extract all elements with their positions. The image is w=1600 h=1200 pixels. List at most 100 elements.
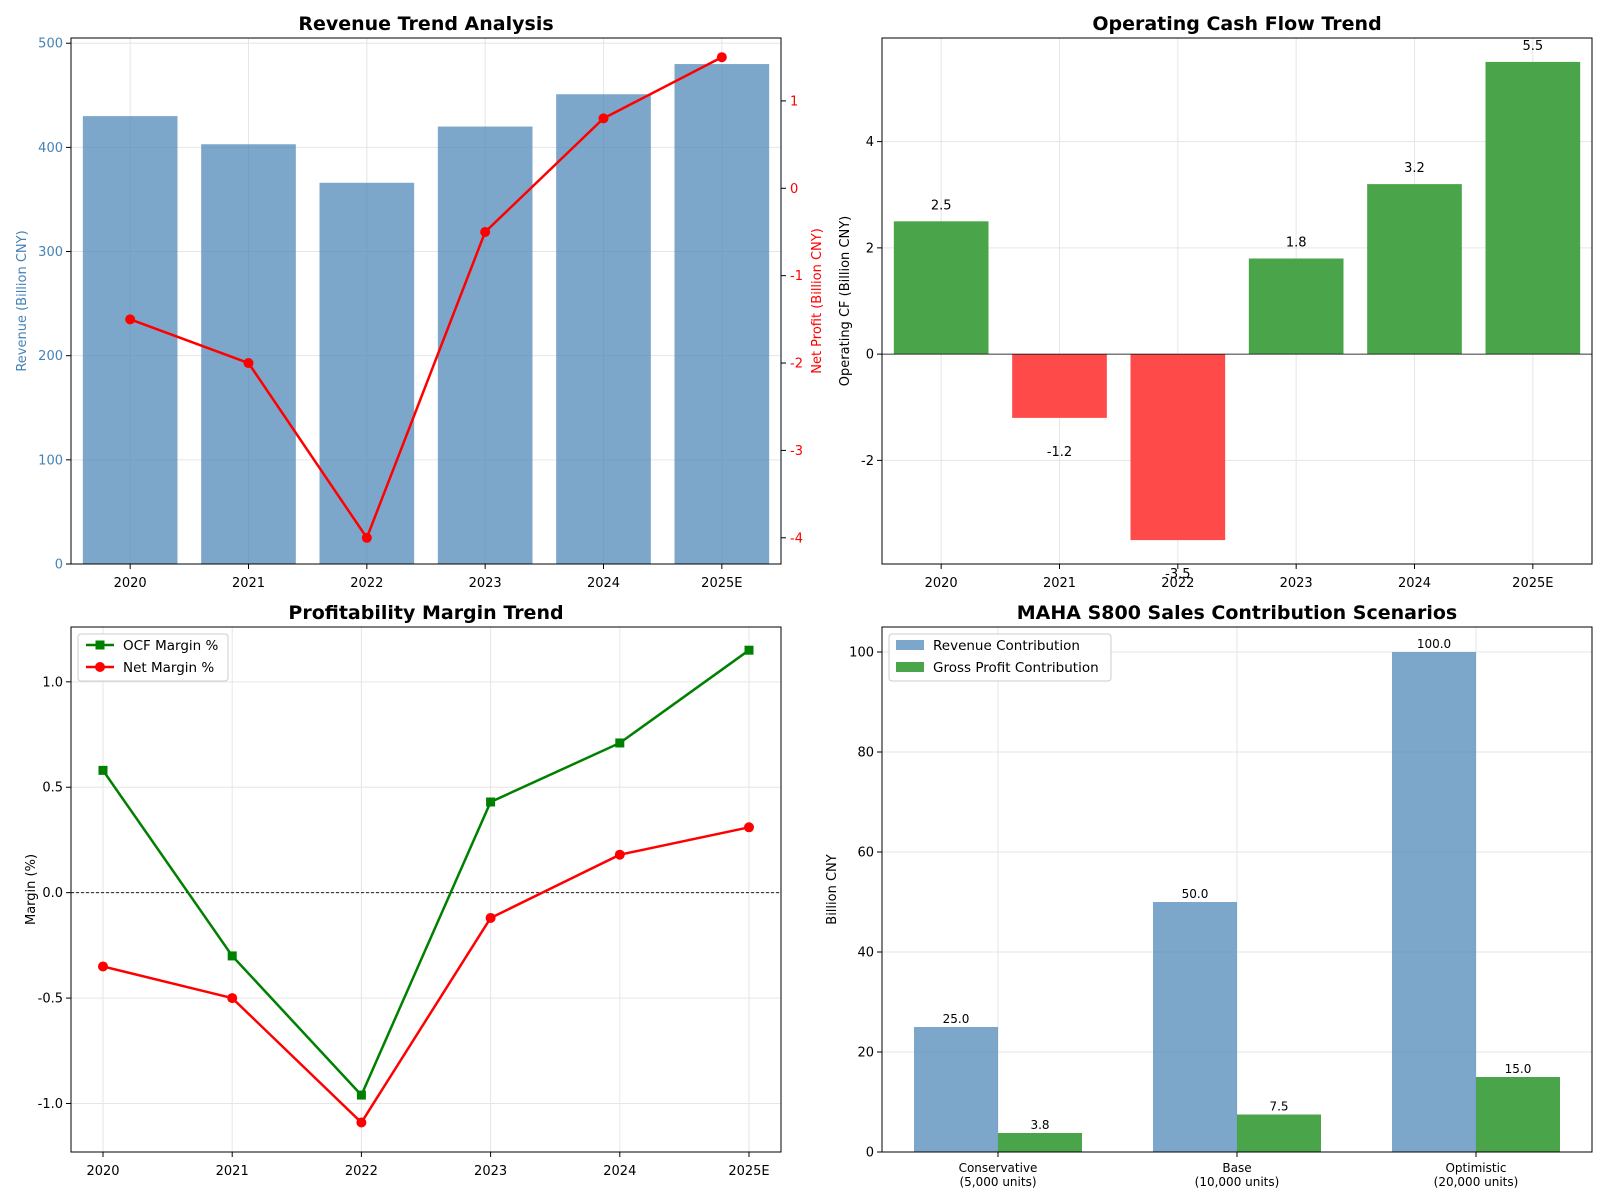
scenario-data-label: 15.0	[1505, 1062, 1532, 1076]
legend: OCF Margin % Net Margin %	[77, 633, 229, 682]
y-tick-label: 0.0	[42, 886, 63, 901]
margin-point	[486, 797, 496, 807]
y-tick-label: -0.5	[38, 992, 63, 1007]
net-profit-point	[598, 113, 609, 124]
revenue-trend-chart: 0 100 200 300 400 500 -4 -3 -2 -1 0 1 2020 2021 2022 20…	[15, 13, 825, 591]
y-tick-label: 40	[857, 946, 874, 961]
ocf-bar	[1248, 258, 1344, 355]
margin-series-line	[101, 649, 750, 1098]
x-tick-label: 2021	[232, 576, 265, 591]
y2-tick-label: -2	[790, 357, 803, 372]
chart-title: Operating Cash Flow Trend	[1092, 13, 1381, 35]
y2-tick-label: -3	[790, 444, 803, 459]
x-tick-label: 2025E	[728, 1164, 769, 1179]
margin-series-line	[102, 826, 750, 1125]
x-tick-label: (10,000 units)	[1195, 1175, 1280, 1189]
x-tick-label: 2023	[1280, 576, 1313, 591]
scenario-data-label: 3.8	[1030, 1118, 1049, 1132]
y-tick-label: 2	[866, 241, 874, 256]
y-axis-label: Margin (%)	[24, 854, 39, 925]
margin-point	[485, 912, 496, 923]
scenario-data-label: 50.0	[1182, 887, 1209, 901]
margin-point	[227, 951, 237, 961]
scenario-bar	[1153, 902, 1237, 1152]
margin-point	[615, 738, 625, 748]
y2-tick-label: 0	[790, 182, 798, 197]
x-tick-label: Optimistic	[1445, 1161, 1506, 1175]
x-tick-label: 2024	[587, 576, 620, 591]
x-tick-label: 2022	[1161, 576, 1194, 591]
y-axis-label: Billion CNY	[825, 854, 840, 924]
margin-point	[356, 1090, 366, 1100]
revenue-bar	[556, 94, 651, 564]
x-tick-label: Conservative	[959, 1161, 1038, 1175]
y-tick-label: 1.0	[42, 675, 63, 690]
scenario-bar	[1237, 1114, 1321, 1152]
axes-frame	[881, 37, 1593, 565]
revenue-bar	[674, 64, 770, 564]
net-profit-point	[716, 52, 727, 63]
y-tick-label: 0	[55, 558, 63, 573]
legend-marker	[95, 640, 105, 650]
scenario-bar	[1476, 1077, 1560, 1152]
y-tick-label: 60	[857, 846, 874, 861]
x-tick-label: 2020	[86, 1164, 119, 1179]
legend-box	[77, 633, 229, 682]
scenario-data-label: 100.0	[1417, 637, 1451, 651]
chart-title: MAHA S800 Sales Contribution Scenarios	[1017, 602, 1457, 624]
y-tick-label: -1.0	[38, 1097, 63, 1112]
ocf-bar	[1367, 184, 1462, 355]
net-profit-point	[125, 314, 136, 325]
y2-axis-label: Net Profit (Billion CNY)	[810, 228, 825, 374]
legend-label: Revenue Contribution	[933, 638, 1080, 654]
scenario-bar	[998, 1133, 1082, 1152]
y-tick-label: 400	[38, 141, 63, 156]
sales-contribution-chart: 25.0 50.0 100.0 3.8 7.5 15.0 0 20 40 60 80 100 Conse…	[825, 602, 1593, 1189]
revenue-bar	[319, 182, 415, 564]
operating-cash-flow-chart: 2.5 -1.2 -3.5 1.8 3.2 5.5 -2 0 2 4 2020 2021 2022 202…	[838, 13, 1593, 591]
x-tick-label: 2023	[469, 576, 502, 591]
x-tick-label: 2024	[603, 1164, 636, 1179]
y-axis-label: Revenue (Billion CNY)	[15, 230, 30, 371]
x-tick-label: 2023	[474, 1164, 507, 1179]
revenue-bar	[437, 126, 533, 564]
x-tick-label: (5,000 units)	[959, 1175, 1036, 1189]
y-tick-label: 100	[849, 646, 874, 661]
y-tick-label: 100	[38, 453, 63, 468]
legend-label: Gross Profit Contribution	[933, 660, 1099, 676]
y-tick-label: 0.5	[42, 781, 63, 796]
x-tick-label: 2024	[1398, 576, 1431, 591]
x-tick-label: 2022	[350, 576, 383, 591]
x-tick-label: 2020	[925, 576, 958, 591]
legend: Revenue Contribution Gross Profit Contrib…	[888, 633, 1112, 682]
x-tick-label: 2020	[114, 576, 147, 591]
scenario-bar	[1392, 652, 1476, 1152]
ocf-data-label: 2.5	[931, 198, 952, 213]
y2-tick-label: 1	[790, 94, 798, 109]
ocf-bar	[893, 221, 989, 355]
legend-marker	[95, 662, 105, 672]
ocf-data-label: 5.5	[1522, 39, 1543, 54]
axes-frame	[70, 626, 782, 1153]
ocf-data-label: -3.5	[1165, 567, 1190, 582]
y-axis-label: Operating CF (Billion CNY)	[838, 216, 853, 386]
y-tick-label: 0	[866, 348, 874, 363]
legend-label: OCF Margin %	[123, 638, 219, 654]
y-tick-label: -2	[861, 454, 874, 469]
x-tick-label: 2025E	[1512, 576, 1553, 591]
margin-point	[744, 645, 754, 655]
y2-tick-label: -1	[790, 269, 803, 284]
chart-title: Revenue Trend Analysis	[298, 13, 553, 35]
ocf-data-label: -1.2	[1047, 445, 1072, 460]
legend-box	[888, 633, 1112, 682]
scenario-data-label: 25.0	[943, 1012, 970, 1026]
scenario-data-label: 7.5	[1269, 1100, 1288, 1114]
legend-swatch	[896, 662, 924, 672]
x-tick-label: 2025E	[701, 576, 742, 591]
chart-title: Profitability Margin Trend	[288, 602, 563, 624]
margin-point	[98, 961, 108, 972]
ocf-data-label: 1.8	[1286, 235, 1307, 250]
x-tick-label: (20,000 units)	[1434, 1175, 1519, 1189]
margin-point	[356, 1117, 367, 1128]
